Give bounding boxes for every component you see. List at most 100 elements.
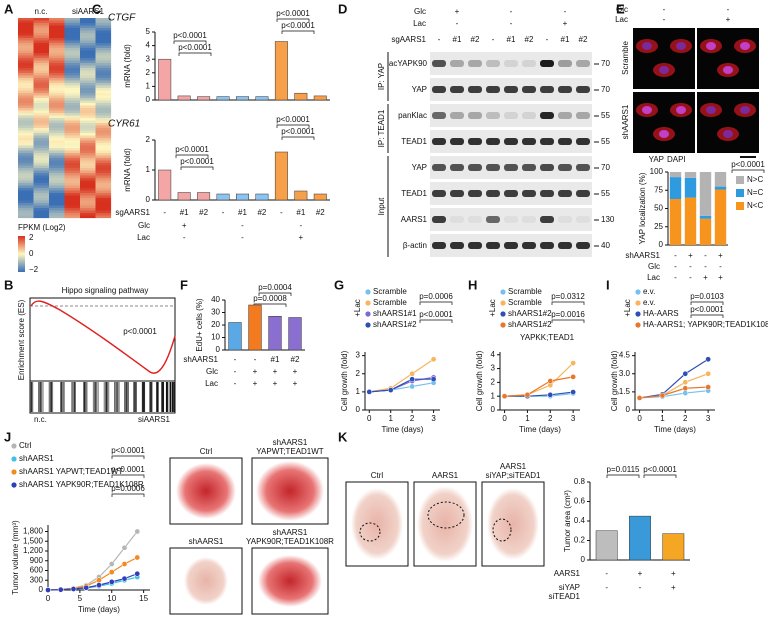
heatmap-cell <box>33 168 50 171</box>
heatmap-cell <box>33 38 50 41</box>
row-label: Glc <box>138 221 150 230</box>
heatmap-cell <box>95 50 112 54</box>
heatmap-cell <box>18 28 34 31</box>
band <box>504 164 518 171</box>
heatmap-cell <box>49 165 65 169</box>
header-value: - <box>546 35 549 44</box>
heatmap-cell <box>33 28 50 31</box>
blot-label: TEAD1 <box>401 137 427 146</box>
header-label: Lac <box>413 19 426 28</box>
x-tick-label: 2 <box>548 414 553 423</box>
heatmap-cell <box>33 138 50 141</box>
panel-letter: K <box>338 429 348 444</box>
heatmap-cell <box>49 135 65 139</box>
heatmap-cell <box>49 88 65 91</box>
y-tick-label: 40 <box>211 295 220 304</box>
heatmap-cell <box>95 48 112 51</box>
band <box>504 112 518 119</box>
band <box>468 164 482 171</box>
row-label: shAARS1 <box>625 251 660 260</box>
heatmap-cell <box>95 123 112 126</box>
panel-letter: J <box>4 429 11 444</box>
row-value: - <box>704 251 707 260</box>
bracket <box>180 166 214 170</box>
heatmap-cell <box>80 213 96 216</box>
heatmap-cell <box>95 63 112 66</box>
row-label: Lac <box>205 379 218 388</box>
row-value: + <box>293 367 298 376</box>
x-tick-label: 2 <box>410 414 415 423</box>
row-value: #2 <box>257 208 266 217</box>
heatmap-cell <box>18 203 34 206</box>
heatmap-cell <box>18 213 34 216</box>
bar-segment <box>699 172 712 216</box>
band <box>540 242 554 249</box>
heatmap-cell <box>95 108 112 111</box>
heatmap-cell <box>80 73 96 76</box>
heatmap-cell <box>64 200 81 204</box>
bar <box>248 304 262 351</box>
series-line <box>369 358 434 393</box>
annotation: p<0.0001 <box>178 43 212 52</box>
heatmap-cell <box>33 43 50 46</box>
colorbar-tick: −2 <box>29 265 39 274</box>
heatmap-cell <box>18 205 34 209</box>
bar <box>313 95 327 101</box>
legend-label: Ctrl <box>19 441 32 450</box>
heatmap-cell <box>80 125 96 129</box>
legend-label: shAARS1#2 <box>373 320 417 329</box>
photo-label: shAARS1 <box>273 438 308 447</box>
bar <box>216 193 230 201</box>
band <box>468 86 482 93</box>
heatmap-cell <box>49 113 65 116</box>
es-curve <box>30 300 176 374</box>
mw-label: 40 <box>601 241 610 250</box>
band <box>576 112 590 119</box>
header-value: - <box>663 15 666 24</box>
heatmap-cell <box>80 53 96 56</box>
point <box>45 587 51 593</box>
x-axis-label: Time (days) <box>654 425 696 434</box>
heatmap-cell <box>49 180 65 184</box>
y-tick-label: 900 <box>30 556 44 565</box>
mw-label: 70 <box>601 85 610 94</box>
heatmap-cell <box>95 188 112 191</box>
bar-segment <box>714 186 727 190</box>
legend-marker <box>365 289 371 295</box>
point <box>134 570 141 577</box>
heatmap-cell <box>95 215 112 219</box>
heatmap-cell <box>18 138 34 141</box>
band <box>468 216 482 223</box>
heatmap-cell <box>95 173 112 176</box>
heatmap-cell <box>49 153 65 156</box>
heatmap-cell <box>64 38 81 41</box>
heatmap-cell <box>18 135 34 139</box>
bar <box>158 58 172 101</box>
heatmap-cell <box>18 168 34 171</box>
heatmap-cell <box>64 75 81 79</box>
heatmap-cell <box>33 50 50 54</box>
heatmap-cell <box>49 123 65 126</box>
row-label: Glc <box>648 262 660 271</box>
heatmap-cell <box>80 163 96 166</box>
heatmap-cell <box>95 160 112 164</box>
heatmap-cell <box>18 83 34 86</box>
heatmap-cell <box>49 78 65 81</box>
heatmap-cell <box>18 105 34 109</box>
mw-label: 55 <box>601 137 610 146</box>
heatmap-cell <box>95 53 112 56</box>
heatmap-cell <box>49 85 65 89</box>
heatmap-cell <box>64 65 81 69</box>
band <box>468 138 482 145</box>
row-value: + <box>718 251 723 260</box>
heatmap-cell <box>18 180 34 184</box>
heatmap-cell <box>33 140 50 144</box>
heatmap-cell <box>80 195 96 199</box>
legend-marker <box>500 311 506 317</box>
legend-label: Scramble <box>373 287 407 296</box>
heatmap-cell <box>80 128 96 131</box>
point <box>682 379 689 386</box>
colorbar-tick: 0 <box>29 249 34 258</box>
heatmap-cell <box>64 48 81 51</box>
x-tick-label: 1 <box>388 414 393 423</box>
